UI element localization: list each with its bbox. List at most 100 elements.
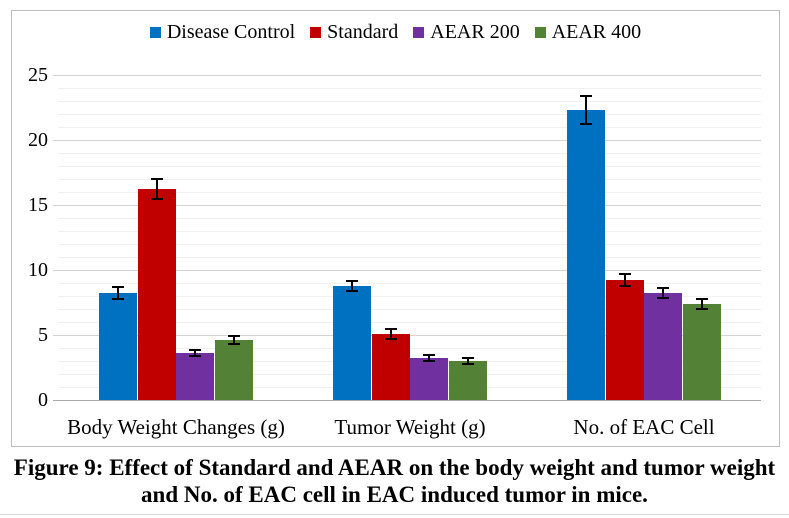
gridline [53, 205, 761, 206]
gridline [58, 257, 761, 258]
bar-aear-200-no-of-eac-cell [644, 293, 682, 400]
bar-standard-tumor-weight-g [371, 334, 410, 400]
gridline [58, 387, 761, 388]
legend-label: AEAR 400 [551, 21, 642, 43]
error-bar-cap [227, 335, 240, 338]
bar-aear-200-tumor-weight-g [410, 358, 448, 400]
gridline [58, 309, 761, 310]
error-bar-cap [189, 348, 201, 351]
error-bar-cap [346, 279, 358, 282]
error-bar [466, 358, 469, 364]
legend-label: AEAR 200 [430, 21, 520, 43]
gridline [58, 218, 761, 219]
error-bar-cap [384, 328, 397, 331]
page-bottom-rule [0, 514, 789, 515]
gridline [58, 283, 761, 284]
error-bar-cap [384, 337, 397, 340]
bar-disease-control-tumor-weight-g [333, 286, 371, 400]
chart-frame: Disease Control Standard AEAR 200 AEAR 400 … [11, 10, 780, 447]
gridline [58, 296, 761, 297]
plot-area [53, 75, 761, 401]
error-bar [662, 287, 664, 299]
gridline [58, 374, 761, 375]
y-tick-label: 10 [28, 259, 48, 281]
error-bar-cap [112, 286, 124, 289]
legend-label: Standard [327, 21, 399, 43]
legend-item-aear-200: AEAR 200 [413, 20, 520, 44]
legend-swatch-icon [413, 26, 425, 38]
error-bar-cap [580, 123, 592, 126]
error-bar [232, 336, 235, 344]
error-bar-cap [618, 284, 631, 287]
gridline [58, 322, 761, 323]
gridline [53, 270, 761, 271]
gridline [58, 192, 761, 193]
error-bar-cap [150, 177, 163, 180]
error-bar-cap [657, 286, 669, 289]
legend-item-standard: Standard [310, 20, 398, 44]
bar-disease-control-body-weight-changes-g [99, 293, 137, 400]
bar-aear-400-no-of-eac-cell [682, 304, 721, 400]
axis-baseline [53, 400, 761, 401]
bar-standard-no-of-eac-cell [605, 280, 644, 400]
error-bar-cap [461, 362, 474, 365]
legend-swatch-icon [310, 26, 322, 38]
gridline [53, 75, 761, 76]
bar-aear-400-body-weight-changes-g [214, 340, 253, 400]
error-bar-cap [580, 94, 592, 97]
error-bar [389, 329, 392, 339]
legend-swatch-icon [149, 26, 161, 38]
error-bar [585, 95, 587, 125]
error-bar-cap [695, 308, 708, 311]
gridline [58, 101, 761, 102]
error-bar-cap [189, 355, 201, 358]
bar-disease-control-no-of-eac-cell [567, 110, 605, 400]
gridline [58, 88, 761, 89]
error-bar-cap [423, 354, 435, 357]
error-bar-cap [112, 297, 124, 300]
gridline [58, 361, 761, 362]
error-bar-cap [150, 198, 163, 201]
error-bar-cap [461, 357, 474, 360]
gridline [58, 231, 761, 232]
gridline [58, 348, 761, 349]
x-category-label: No. of EAC Cell [573, 415, 715, 439]
error-bar [428, 355, 430, 361]
gridline [58, 179, 761, 180]
error-bar-cap [346, 290, 358, 293]
chart-legend: Disease Control Standard AEAR 200 AEAR 400 [12, 20, 779, 44]
error-bar [700, 298, 703, 310]
bar-aear-200-body-weight-changes-g [176, 353, 214, 400]
error-bar-cap [618, 273, 631, 276]
y-tick-label: 15 [28, 194, 48, 216]
error-bar-cap [227, 342, 240, 345]
legend-item-aear-400: AEAR 400 [534, 20, 642, 44]
error-bar [351, 280, 353, 292]
error-bar-cap [657, 297, 669, 300]
caption-line-1: Figure 9: Effect of Standard and AEAR on… [13, 455, 776, 480]
gridline [58, 127, 761, 128]
y-tick-label: 20 [28, 129, 48, 151]
gridline [58, 244, 761, 245]
bar-aear-400-tumor-weight-g [448, 361, 487, 400]
error-bar-cap [695, 297, 708, 300]
gridline [58, 114, 761, 115]
error-bar [117, 287, 119, 299]
x-category-label: Body Weight Changes (g) [67, 415, 285, 439]
y-tick-label: 25 [28, 64, 48, 86]
legend-swatch-icon [534, 26, 546, 38]
y-tick-label: 5 [38, 324, 48, 346]
bar-standard-body-weight-changes-g [137, 189, 176, 400]
y-tick-label: 0 [38, 389, 48, 411]
legend-item-disease-control: Disease Control [149, 20, 295, 44]
figure-caption: Figure 9: Effect of Standard and AEAR on… [0, 454, 789, 508]
gridline [58, 166, 761, 167]
error-bar [623, 274, 626, 286]
error-bar-cap [423, 359, 435, 362]
x-category-label: Tumor Weight (g) [334, 415, 486, 439]
error-bar [155, 178, 158, 200]
caption-line-2: and No. of EAC cell in EAC induced tumor… [141, 482, 648, 507]
gridline [58, 153, 761, 154]
gridline [53, 140, 761, 141]
